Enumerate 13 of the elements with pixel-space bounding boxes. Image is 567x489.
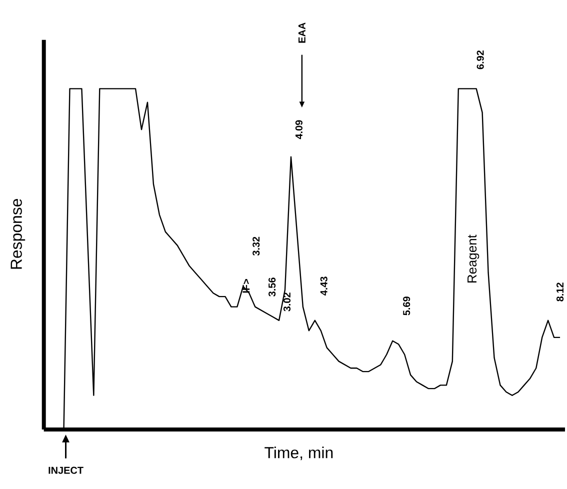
annotation: 3.32 [252, 236, 260, 256]
annotation: 4.43 [320, 276, 328, 296]
x-axis-title: Time, min [264, 446, 333, 460]
annotation: 4.09 [295, 120, 302, 139]
annotation: 3.56 [268, 278, 276, 296]
annotation: Reagent [468, 234, 480, 282]
y-axis-title: Response [10, 198, 26, 269]
text: INJECT [48, 466, 84, 474]
annotation: 3.02 [283, 292, 291, 312]
text: EAA [298, 22, 306, 43]
annotation: 8.12 [556, 282, 564, 302]
annotation: 5.69 [403, 296, 410, 316]
text: 6.92 [476, 50, 484, 69]
